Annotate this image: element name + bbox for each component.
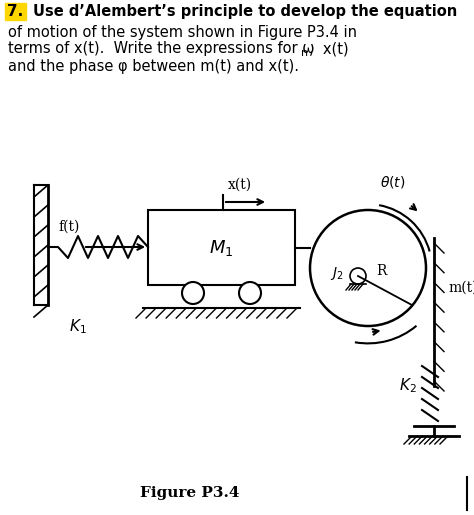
Text: and the phase φ between m(t) and x(t).: and the phase φ between m(t) and x(t). [8, 59, 299, 74]
Circle shape [182, 282, 204, 304]
Text: ,  x(t): , x(t) [309, 42, 348, 57]
Text: terms of x(t).  Write the expressions for ω: terms of x(t). Write the expressions for… [8, 42, 315, 57]
Bar [148, 210, 295, 285]
Text: $J_2$: $J_2$ [330, 265, 344, 282]
Text: 7.: 7. [8, 4, 24, 19]
Text: f(t): f(t) [58, 220, 79, 234]
Text: x(t): x(t) [228, 178, 252, 192]
Text: $K_2$: $K_2$ [399, 376, 417, 396]
Text: m(t): m(t) [448, 281, 474, 295]
Text: $M_1$: $M_1$ [210, 237, 234, 258]
Text: of motion of the system shown in Figure P3.4 in: of motion of the system shown in Figure … [8, 25, 357, 40]
Text: Use d’Alembert’s principle to develop the equation: Use d’Alembert’s principle to develop th… [33, 4, 457, 19]
Circle shape [350, 268, 366, 284]
FancyBboxPatch shape [5, 3, 26, 20]
Text: R: R [376, 264, 386, 278]
Circle shape [310, 210, 426, 326]
Text: n: n [301, 48, 308, 58]
Text: $\theta(t)$: $\theta(t)$ [380, 174, 406, 190]
Text: $K_1$: $K_1$ [69, 317, 87, 336]
Text: Figure P3.4: Figure P3.4 [140, 486, 240, 500]
Circle shape [239, 282, 261, 304]
